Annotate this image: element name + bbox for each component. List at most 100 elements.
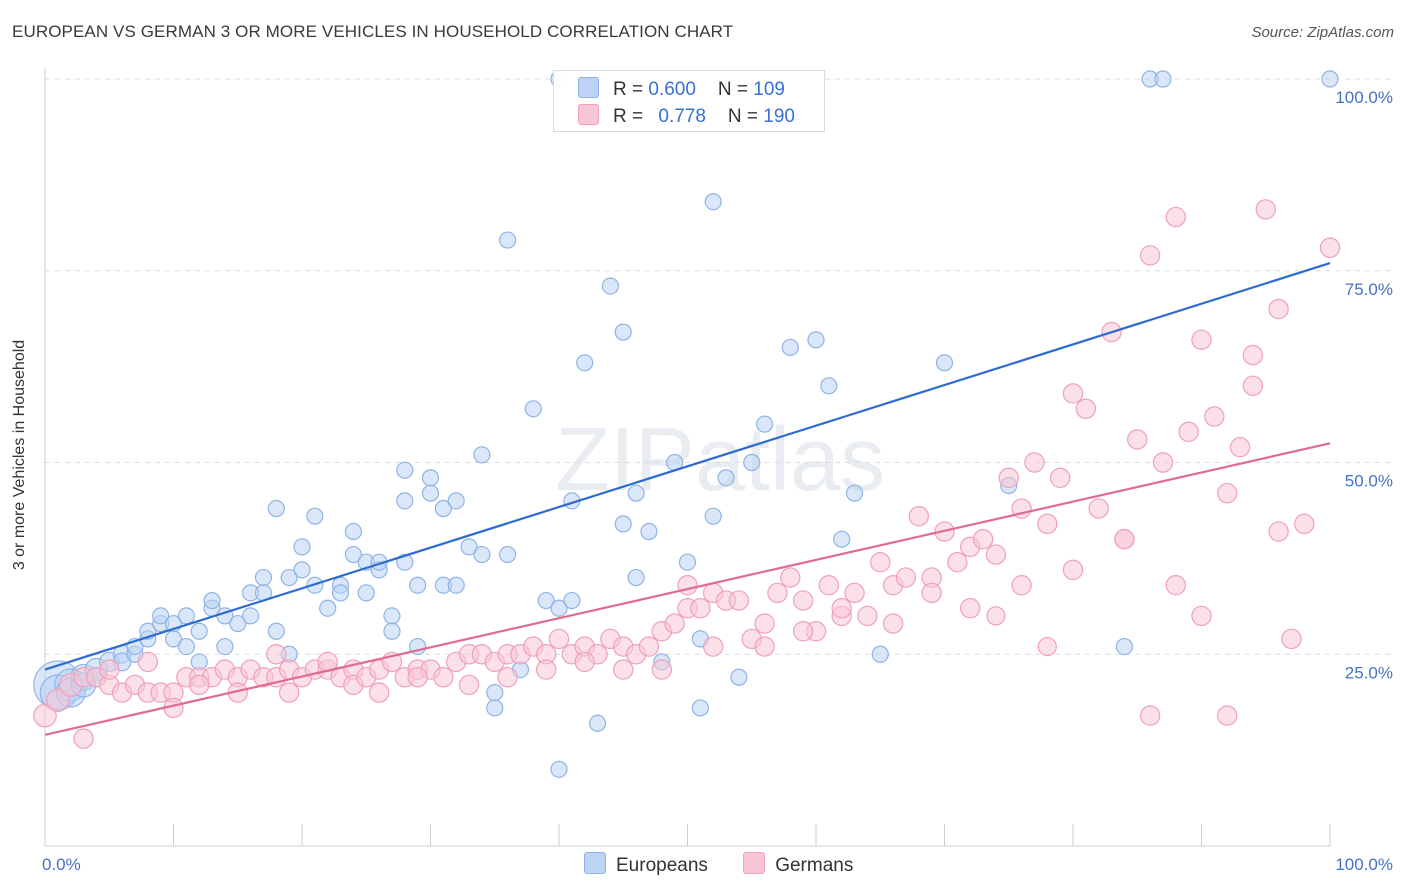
european-trend-line [44,262,1331,671]
european-point [396,492,414,510]
european-point [1154,70,1172,88]
swatch-germans [743,852,766,874]
german-point [548,628,570,650]
european-point [434,499,452,518]
watermark: ZIPatlas [555,410,885,510]
german-point [664,613,685,634]
european-point [1321,70,1339,88]
european-point [640,522,658,541]
european-point [383,622,401,640]
german-point [1062,383,1084,404]
european-point [717,469,735,487]
german-point [266,644,287,665]
series-legend: Europeans Germans [584,852,883,877]
legend-n-label: N = [717,79,754,100]
german-point [433,667,454,688]
german-point [1216,705,1238,726]
source-label: Source: ZipAtlas.com [1251,24,1394,41]
german-point [831,598,852,619]
trend-lines [44,262,1331,736]
german-point [1152,452,1174,473]
german-point [1319,237,1341,258]
german-point [1268,298,1289,320]
legend-r-value-europeans: 0.600 [648,79,696,100]
european-point [627,568,645,587]
european-point [499,231,517,249]
legend-swatch-germans [578,104,599,125]
german-point [1255,199,1276,220]
european-point [704,193,722,211]
x-tick-label-1: 100.0% [1335,855,1393,874]
european-point [486,699,504,717]
legend-item-germans[interactable]: Germans [743,852,853,877]
german-point [895,567,917,588]
german-point [574,651,595,673]
german-point [818,575,840,596]
european-point [254,568,273,587]
european-point [190,622,208,640]
european-point [781,338,799,357]
german-point [780,567,801,588]
y-tick-label-2: 75.0% [1345,280,1393,299]
european-point [601,277,620,295]
legend-row-germans: R = 0.778 N = 190 [578,104,795,127]
german-point [792,590,814,611]
german-points [33,199,1341,749]
european-point [614,323,632,341]
german-point [908,505,930,527]
legend-r-label: R = [613,106,649,127]
german-point [703,636,724,657]
european-point [499,545,517,564]
german-point [46,688,70,713]
legend-n-label: N = [727,106,764,127]
european-point [730,668,748,686]
european-point [743,453,761,472]
german-point [960,598,981,619]
german-point [1139,705,1161,726]
european-point [331,584,350,602]
german-point [638,636,660,657]
legend-label-europeans: Europeans [616,855,708,876]
european-point [152,607,170,625]
german-trend-line [44,442,1331,736]
european-point [537,591,555,610]
european-point [267,499,285,518]
german-point [407,667,428,688]
european-point [216,637,234,656]
european-point [203,591,221,610]
european-point [267,622,285,640]
legend-n-value-europeans: 109 [753,79,785,100]
european-point [807,331,825,349]
german-point [844,582,865,604]
legend-row-europeans: R = 0.600 N = 109 [578,77,785,100]
german-point [368,682,390,703]
german-point [1191,329,1212,350]
european-point [691,699,709,717]
european-point [396,461,414,479]
german-point [1037,513,1058,535]
german-point [690,598,711,619]
german-point [1075,398,1097,420]
european-point [820,377,838,395]
german-point [1049,467,1071,489]
european-point [293,538,311,556]
german-point [278,682,300,703]
swatch-europeans [584,852,606,874]
german-point [1204,406,1225,427]
european-point [447,492,465,510]
european-point [421,484,440,502]
german-point [33,703,57,728]
x-tick-label-0: 0.0% [42,855,81,874]
european-point [319,599,337,617]
european-point [550,760,568,778]
german-point [535,659,557,680]
legend-item-europeans[interactable]: Europeans [584,852,708,877]
european-point [845,484,864,502]
german-point [613,659,634,680]
german-point [754,636,775,657]
german-point [1178,421,1199,443]
european-point [627,484,645,502]
european-point [473,446,491,464]
german-point [1242,344,1264,366]
axes [44,68,1331,847]
